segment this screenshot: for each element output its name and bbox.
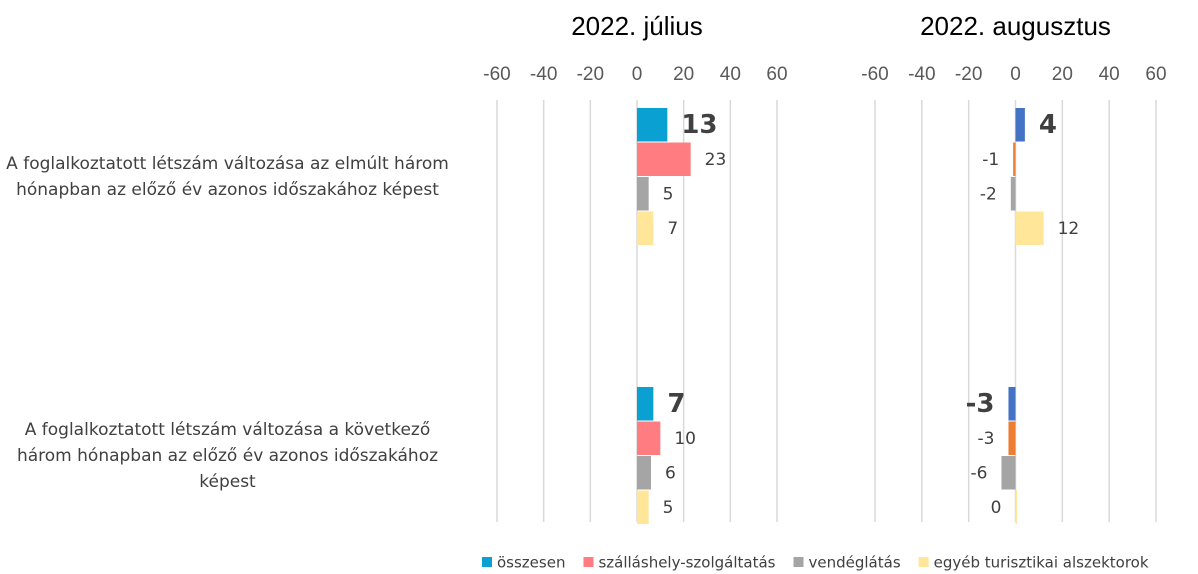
data-label: 4 (1039, 110, 1057, 140)
panel-title: 2022. augusztus (920, 11, 1111, 41)
legend: összesen szálláshely-szolgáltatás vendéglá… (482, 554, 1149, 572)
bar (637, 387, 654, 421)
x-tick-label: -60 (861, 64, 888, 85)
bar (637, 142, 691, 176)
bar (637, 456, 651, 490)
x-tick-label: -20 (577, 64, 604, 85)
data-label: 6 (665, 463, 676, 483)
x-tick-label: -40 (530, 64, 557, 85)
x-tick-label: -20 (955, 64, 982, 85)
category-wrap: A foglalkoztatott létszám változása az e… (0, 117, 455, 237)
bar (1001, 456, 1016, 490)
legend-label: vendéglátás (809, 554, 901, 572)
bar (637, 211, 654, 245)
bar (1013, 142, 1016, 176)
bar (1010, 177, 1016, 211)
x-tick-label: 60 (1145, 64, 1166, 85)
bar (1008, 387, 1016, 421)
bar (637, 421, 661, 455)
legend-swatch (918, 557, 929, 567)
x-tick-label: 20 (1052, 64, 1073, 85)
bar (1015, 108, 1025, 142)
category-label-box: A foglalkoztatott létszám változása az e… (0, 117, 455, 237)
bar (637, 177, 649, 211)
bar (1008, 421, 1016, 455)
legend-swatch (583, 557, 594, 567)
data-label: -2 (980, 184, 997, 204)
x-tick-label: 60 (766, 64, 787, 85)
data-label: 5 (663, 498, 674, 518)
data-label: -3 (966, 389, 995, 419)
legend-label: egyéb turisztikai alszektorok (934, 554, 1149, 572)
bar (1015, 490, 1017, 524)
x-tick-label: -40 (908, 64, 935, 85)
data-label: 23 (705, 150, 727, 170)
bar (1015, 211, 1044, 245)
x-tick-label: 0 (1010, 64, 1021, 85)
bar (637, 490, 649, 524)
category-label: A foglalkoztatott létszám változása az e… (6, 154, 449, 200)
x-tick-label: 40 (720, 64, 741, 85)
data-label: 10 (674, 429, 696, 449)
legend-swatch (793, 557, 804, 567)
category-label-box: A foglalkoztatott létszám változása a kö… (0, 396, 455, 516)
data-label: 0 (991, 498, 1002, 518)
data-label: 13 (681, 110, 717, 140)
panel-title: 2022. július (571, 11, 703, 41)
data-label: 7 (667, 219, 678, 239)
data-label: 12 (1058, 219, 1080, 239)
data-label: 5 (663, 184, 674, 204)
legend-label: összesen (497, 554, 565, 572)
data-label: -3 (978, 429, 995, 449)
data-label: 7 (667, 389, 685, 419)
data-label: -6 (970, 463, 987, 483)
x-tick-label: 40 (1099, 64, 1120, 85)
x-tick-label: 20 (673, 64, 694, 85)
data-label: -1 (982, 150, 999, 170)
legend-swatch (482, 557, 492, 567)
category-wrap: A foglalkoztatott létszám változása a kö… (0, 396, 455, 516)
legend-label: szálláshely-szolgáltatás (598, 554, 775, 572)
x-tick-label: 0 (632, 64, 643, 85)
x-tick-label: -60 (483, 64, 510, 85)
bar (637, 108, 668, 142)
category-label: A foglalkoztatott létszám változása a kö… (16, 420, 439, 492)
